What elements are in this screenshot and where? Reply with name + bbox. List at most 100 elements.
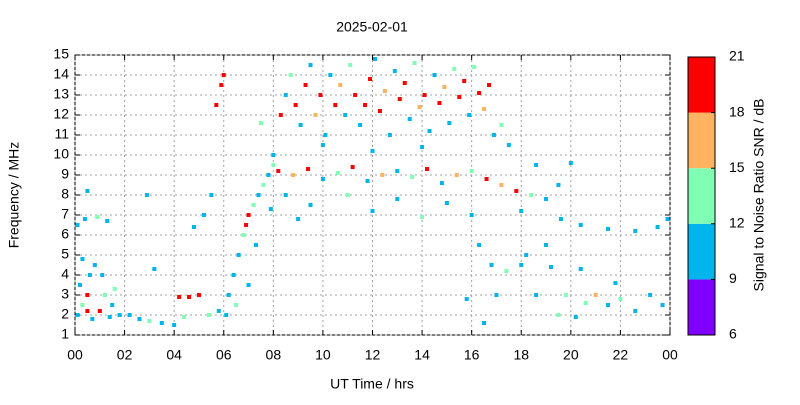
point	[219, 83, 224, 87]
y-tick-label: 9	[61, 166, 69, 182]
point	[593, 293, 598, 297]
point	[665, 217, 670, 221]
point	[477, 243, 482, 247]
point	[491, 133, 496, 137]
y-tick-label: 6	[61, 226, 69, 242]
point	[482, 107, 487, 111]
point	[618, 297, 623, 301]
point	[412, 61, 417, 65]
point	[392, 69, 397, 73]
point	[534, 163, 539, 167]
y-tick-label: 12	[53, 106, 69, 122]
point	[313, 113, 318, 117]
point	[573, 315, 578, 319]
point	[544, 243, 549, 247]
point	[407, 117, 412, 121]
point	[583, 301, 588, 305]
point	[187, 295, 192, 299]
point	[75, 313, 80, 317]
point	[348, 63, 353, 67]
point	[159, 321, 164, 325]
point	[417, 105, 422, 109]
point	[335, 171, 340, 175]
colorbar-segment	[688, 168, 715, 224]
point	[457, 95, 462, 99]
point	[80, 303, 85, 307]
point	[236, 253, 241, 257]
colorbar-segment	[688, 223, 715, 280]
y-tick-label: 7	[61, 206, 69, 222]
point	[276, 169, 281, 173]
point	[343, 113, 348, 117]
point	[519, 263, 524, 267]
point	[380, 173, 385, 177]
x-tick-label: 16	[464, 347, 480, 363]
point	[182, 315, 187, 319]
point	[395, 197, 400, 201]
point	[556, 313, 561, 317]
colorbar-frame	[687, 56, 716, 336]
point	[350, 165, 355, 169]
y-tick-label: 3	[61, 286, 69, 302]
point	[97, 309, 102, 313]
point	[105, 219, 110, 223]
point	[558, 217, 563, 221]
point	[308, 203, 313, 207]
point	[90, 317, 95, 321]
point	[320, 177, 325, 181]
colorbar-tick-label: 21	[729, 48, 745, 64]
point	[92, 263, 97, 267]
x-tick-label: 00	[662, 347, 678, 363]
point	[345, 193, 350, 197]
point	[442, 85, 447, 89]
point	[494, 293, 499, 297]
point	[293, 103, 298, 107]
point	[420, 145, 425, 149]
point	[499, 183, 504, 187]
point	[444, 201, 449, 205]
colorbar-segment	[688, 279, 715, 335]
point	[606, 303, 611, 307]
point	[231, 273, 236, 277]
point	[338, 83, 343, 87]
point	[216, 309, 221, 313]
point	[77, 283, 82, 287]
point	[469, 213, 474, 217]
point	[291, 173, 296, 177]
colorbar-label: Signal to Noise Ratio SNR / dB	[751, 99, 767, 292]
point	[514, 189, 519, 193]
point	[402, 81, 407, 85]
point	[214, 103, 219, 107]
point	[296, 217, 301, 221]
point	[372, 57, 377, 61]
point	[410, 175, 415, 179]
point	[660, 303, 665, 307]
point	[563, 293, 568, 297]
point	[506, 143, 511, 147]
point	[323, 133, 328, 137]
point	[288, 73, 293, 77]
point	[422, 93, 427, 97]
point	[256, 193, 261, 197]
point	[147, 319, 152, 323]
point	[298, 123, 303, 127]
point	[328, 73, 333, 77]
y-tick-label: 5	[61, 246, 69, 262]
point	[268, 207, 273, 211]
point	[648, 293, 653, 297]
colorbar-segment	[688, 112, 715, 169]
point	[578, 223, 583, 227]
y-axis-label: Frequency / MHz	[6, 142, 22, 249]
point	[246, 213, 251, 217]
x-tick-label: 12	[365, 347, 381, 363]
point	[482, 321, 487, 325]
point	[196, 293, 201, 297]
point	[221, 73, 226, 77]
y-tick-label: 15	[53, 46, 69, 62]
x-tick-label: 00	[67, 347, 83, 363]
point	[377, 109, 382, 113]
point	[353, 93, 358, 97]
point	[452, 67, 457, 71]
point	[137, 317, 142, 321]
colorbar-tick-label: 9	[729, 270, 737, 286]
